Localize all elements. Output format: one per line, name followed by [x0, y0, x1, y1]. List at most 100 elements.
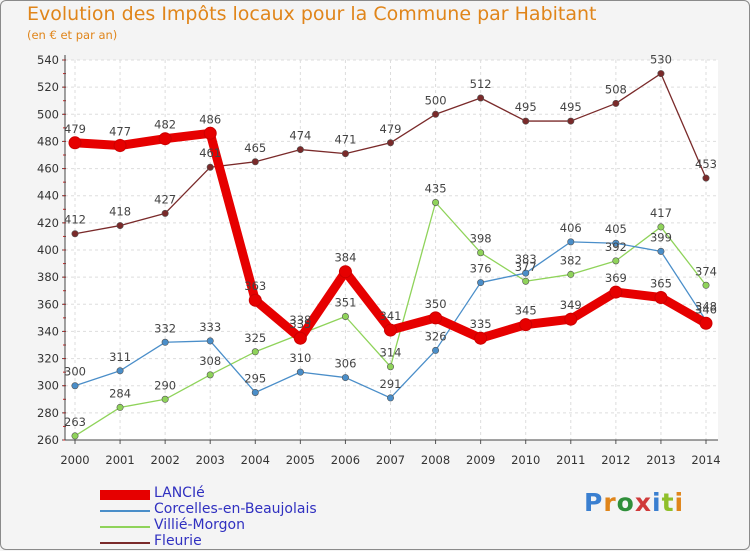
data-label: 383 — [515, 252, 537, 266]
data-point — [386, 139, 394, 147]
data-point — [161, 209, 169, 217]
data-label: 363 — [244, 279, 266, 293]
data-point — [474, 331, 488, 345]
data-label: 326 — [425, 329, 447, 343]
y-tick-label: 340 — [37, 324, 59, 338]
x-tick-label: 2006 — [331, 453, 360, 467]
logo-letter: t — [661, 488, 675, 517]
data-label: 351 — [334, 296, 356, 310]
data-label: 345 — [515, 304, 537, 318]
data-point — [567, 117, 575, 125]
data-label: 300 — [64, 365, 86, 379]
data-point — [71, 432, 79, 440]
data-point — [429, 311, 443, 325]
data-label: 310 — [289, 351, 311, 365]
x-tick-label: 2012 — [601, 453, 630, 467]
data-point — [386, 363, 394, 371]
y-tick-label: 420 — [37, 216, 59, 230]
data-point — [68, 136, 82, 150]
data-label: 412 — [64, 213, 86, 227]
logo-letter: i — [674, 488, 685, 517]
data-label: 311 — [109, 350, 131, 364]
data-point — [612, 257, 620, 265]
x-tick-label: 2005 — [286, 453, 315, 467]
legend-label: Villié-Morgon — [154, 517, 245, 533]
y-tick-label: 540 — [37, 53, 59, 67]
data-label: 263 — [64, 415, 86, 429]
data-label: 512 — [470, 77, 492, 91]
data-point — [386, 394, 394, 402]
data-label: 369 — [605, 271, 627, 285]
data-label: 500 — [425, 93, 447, 107]
data-point — [477, 94, 485, 102]
data-label: 399 — [650, 230, 672, 244]
data-point — [116, 367, 124, 375]
logo-letter: P — [584, 488, 604, 517]
data-label: 335 — [289, 317, 311, 331]
x-tick-label: 2014 — [691, 453, 720, 467]
data-point — [699, 316, 713, 330]
logo-letter: r — [603, 488, 617, 517]
x-tick-label: 2004 — [241, 453, 270, 467]
logo-letter: i — [652, 488, 662, 517]
data-point — [161, 338, 169, 346]
chart-subtitle: (en € et par an) — [27, 28, 118, 42]
data-point — [71, 382, 79, 390]
data-point — [71, 230, 79, 238]
chart-title: Evolution des Impôts locaux pour la Comm… — [27, 3, 597, 25]
data-point — [657, 223, 665, 231]
data-point — [432, 199, 440, 207]
data-label: 332 — [154, 321, 176, 335]
data-point — [654, 291, 668, 304]
data-label: 435 — [425, 182, 447, 196]
data-label: 335 — [470, 317, 492, 331]
data-label: 314 — [380, 346, 402, 360]
data-point — [384, 323, 397, 337]
x-tick-label: 2003 — [196, 453, 225, 467]
data-label: 348 — [695, 300, 717, 314]
data-point — [293, 331, 307, 345]
data-label: 427 — [154, 192, 176, 206]
x-tick-label: 2007 — [376, 453, 405, 467]
data-point — [522, 117, 530, 125]
data-label: 338 — [289, 313, 311, 327]
data-label: 453 — [695, 157, 717, 171]
data-point — [477, 249, 485, 257]
y-tick-label: 520 — [37, 80, 59, 94]
data-point — [158, 132, 172, 146]
data-point — [203, 126, 217, 140]
x-tick-label: 2000 — [60, 453, 89, 467]
data-point — [248, 293, 262, 307]
data-label: 392 — [605, 240, 627, 254]
data-point — [657, 247, 665, 255]
y-tick-label: 320 — [37, 352, 59, 366]
data-label: 474 — [289, 129, 311, 143]
data-point — [567, 238, 575, 246]
data-label: 495 — [515, 100, 537, 114]
data-point — [338, 265, 352, 279]
data-label: 306 — [334, 357, 356, 371]
data-point — [477, 279, 485, 287]
data-point — [341, 150, 349, 158]
data-label: 384 — [334, 251, 356, 265]
data-point — [522, 277, 530, 285]
data-label: 479 — [380, 122, 402, 136]
data-point — [116, 403, 124, 411]
data-point — [609, 285, 623, 299]
legend-swatch — [100, 542, 150, 544]
data-label: 398 — [470, 232, 492, 246]
y-tick-label: 460 — [37, 162, 59, 176]
data-label: 341 — [380, 309, 402, 323]
data-point — [251, 388, 259, 396]
y-tick-label: 260 — [37, 433, 59, 447]
data-point — [251, 348, 259, 356]
data-label: 308 — [199, 354, 221, 368]
legend-swatch — [100, 510, 150, 512]
data-point — [519, 318, 533, 332]
data-point — [567, 270, 575, 278]
y-tick-label: 280 — [37, 406, 59, 420]
legend-swatch — [100, 526, 150, 528]
data-label: 482 — [154, 118, 176, 132]
logo-letter: o — [616, 488, 635, 517]
legend-label: Corcelles-en-Beaujolais — [154, 501, 317, 517]
